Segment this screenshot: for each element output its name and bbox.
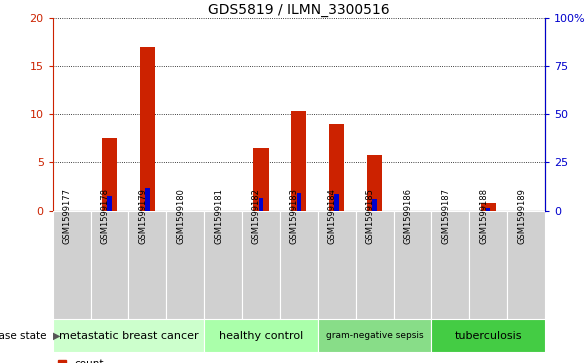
Title: GDS5819 / ILMN_3300516: GDS5819 / ILMN_3300516 bbox=[208, 3, 390, 17]
Bar bbox=[145, 188, 149, 211]
Bar bbox=[486, 208, 490, 211]
Text: GSM1599187: GSM1599187 bbox=[441, 188, 450, 244]
Text: GSM1599188: GSM1599188 bbox=[479, 188, 488, 244]
Text: GSM1599182: GSM1599182 bbox=[252, 188, 261, 244]
Bar bbox=[367, 155, 382, 211]
Bar bbox=[335, 194, 339, 211]
Text: GSM1599181: GSM1599181 bbox=[214, 188, 223, 244]
Bar bbox=[259, 197, 263, 211]
Text: tuberculosis: tuberculosis bbox=[454, 331, 522, 341]
Bar bbox=[53, 211, 91, 319]
Bar bbox=[128, 211, 166, 319]
Bar bbox=[242, 211, 280, 319]
Bar bbox=[481, 203, 496, 211]
Bar bbox=[372, 199, 377, 211]
Bar bbox=[394, 211, 431, 319]
Bar bbox=[53, 319, 204, 352]
Legend: count, percentile rank within the sample: count, percentile rank within the sample bbox=[58, 359, 250, 363]
Text: metastatic breast cancer: metastatic breast cancer bbox=[59, 331, 198, 341]
Bar bbox=[102, 138, 117, 211]
Bar bbox=[318, 211, 356, 319]
Bar bbox=[507, 211, 545, 319]
Bar bbox=[204, 319, 318, 352]
Text: GSM1599177: GSM1599177 bbox=[63, 188, 71, 244]
Text: GSM1599189: GSM1599189 bbox=[517, 188, 526, 244]
Text: GSM1599180: GSM1599180 bbox=[176, 188, 185, 244]
Bar bbox=[107, 196, 112, 211]
Bar bbox=[356, 211, 394, 319]
Bar bbox=[204, 211, 242, 319]
Text: GSM1599179: GSM1599179 bbox=[138, 188, 148, 244]
Bar bbox=[431, 211, 469, 319]
Text: ▶: ▶ bbox=[53, 331, 60, 341]
Bar bbox=[469, 211, 507, 319]
Text: disease state: disease state bbox=[0, 331, 47, 341]
Text: GSM1599185: GSM1599185 bbox=[366, 188, 374, 244]
Bar bbox=[253, 148, 268, 211]
Text: healthy control: healthy control bbox=[219, 331, 303, 341]
Bar bbox=[318, 319, 431, 352]
Bar bbox=[291, 111, 306, 211]
Text: GSM1599184: GSM1599184 bbox=[328, 188, 337, 244]
Text: gram-negative sepsis: gram-negative sepsis bbox=[326, 331, 424, 340]
Bar bbox=[280, 211, 318, 319]
Bar bbox=[140, 47, 155, 211]
Text: GSM1599183: GSM1599183 bbox=[290, 188, 299, 244]
Bar bbox=[329, 124, 345, 211]
Bar bbox=[431, 319, 545, 352]
Bar bbox=[91, 211, 128, 319]
Text: GSM1599178: GSM1599178 bbox=[101, 188, 110, 244]
Bar bbox=[297, 193, 301, 211]
Bar bbox=[166, 211, 204, 319]
Text: GSM1599186: GSM1599186 bbox=[403, 188, 413, 244]
